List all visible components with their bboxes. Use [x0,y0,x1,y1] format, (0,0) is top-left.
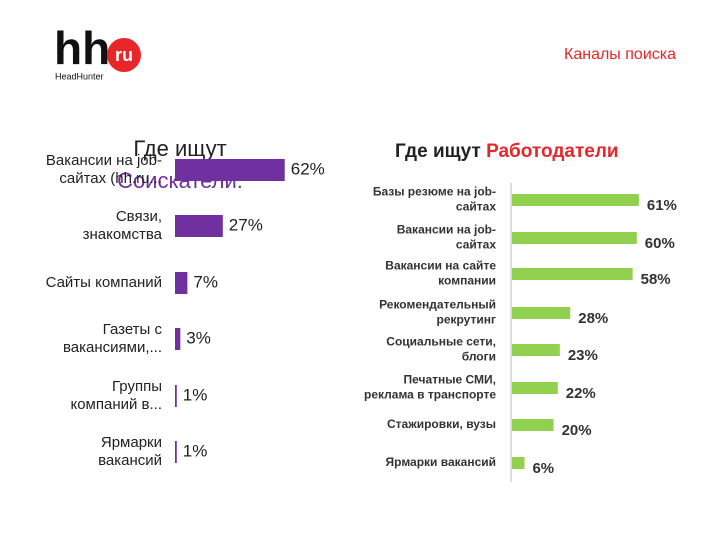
category-label: Базы резюме на job-сайтах [373,185,497,214]
category-label: Ярмарки вакансий [98,434,162,469]
category-label: Вакансии на сайте компании [385,259,496,288]
value-label: 60% [645,235,675,252]
category-label: Печатные СМИ, реклама в транспорте [364,373,496,402]
category-line: Вакансии на job- [397,223,496,237]
category-line: сайтах [456,238,496,252]
category-line: вакансий [98,452,162,469]
logo-badge: ru [115,45,133,65]
category-line: Вакансии на сайте [385,259,496,273]
value-label: 58% [641,271,671,288]
category-line: Рекомендательный [379,298,496,312]
category-label: Газеты с вакансиями,... [63,321,163,356]
bar [512,344,560,356]
category-label: Сайты компаний [46,274,162,291]
category-line: Ярмарки вакансий [386,455,496,469]
bar [175,441,177,463]
category-line: Базы резюме на job- [373,185,496,199]
bar [512,232,637,244]
chart-title-highlight: Работодатели [486,141,619,162]
value-label: 20% [562,422,592,439]
category-line: знакомства [83,226,163,243]
bar [175,159,285,181]
value-label: 1% [183,441,208,460]
bar [175,328,181,350]
bar [512,457,525,469]
category-line: сайтах [456,200,496,214]
category-line: Сайты компаний [46,274,162,291]
value-label: 3% [186,328,211,347]
category-label: Группы компаний в... [70,378,162,413]
category-label: Ярмарки вакансий [386,455,496,469]
category-line: Стажировки, вузы [387,417,496,431]
bar [512,382,558,394]
value-label: 6% [532,460,554,477]
category-label: Связи, знакомства [83,208,163,243]
bar [175,272,188,294]
logo-sub: HeadHunter [55,71,104,81]
bar [175,215,223,237]
category-line: Социальные сети, [386,335,496,349]
category-line: Группы [112,378,162,395]
category-line: Газеты с [103,321,163,338]
category-line: компаний в... [70,396,162,413]
category-line: сайтах (hh.ru... [59,170,162,187]
category-line: Связи, [116,208,162,225]
category-label: Вакансии на job-сайтах (hh.ru... [46,152,162,187]
bar [512,194,639,206]
bar [512,307,571,319]
value-label: 28% [578,310,608,327]
category-line: рекрутинг [436,313,496,327]
slide-title: Каналы поиска [564,46,676,63]
category-line: компании [438,274,496,288]
value-label: 62% [291,159,325,178]
bar [512,268,633,280]
category-line: Вакансии на job- [46,152,162,169]
category-line: блоги [462,350,496,364]
logo-badge-circle [107,38,141,72]
value-label: 7% [193,272,218,291]
value-label: 22% [566,385,596,402]
chart-title-main: Где ищут [395,141,481,162]
category-line: реклама в транспорте [364,388,496,402]
value-label: 23% [568,347,598,364]
category-label: Вакансии на job-сайтах [397,223,497,252]
logo: hh [54,22,110,74]
value-label: 1% [183,385,208,404]
category-label: Рекомендательный рекрутинг [379,298,496,327]
value-label: 61% [647,197,677,214]
category-line: вакансиями,... [63,339,162,356]
category-label: Социальные сети, блоги [386,335,496,364]
bar [175,385,177,407]
bar [512,419,554,431]
value-label: 27% [229,215,263,234]
category-line: Печатные СМИ, [404,373,496,387]
chart-title: Где ищут [133,136,226,161]
category-line: Ярмарки [101,434,162,451]
category-label: Стажировки, вузы [387,417,496,431]
chart-title: Где ищут Работодатели [395,141,619,162]
